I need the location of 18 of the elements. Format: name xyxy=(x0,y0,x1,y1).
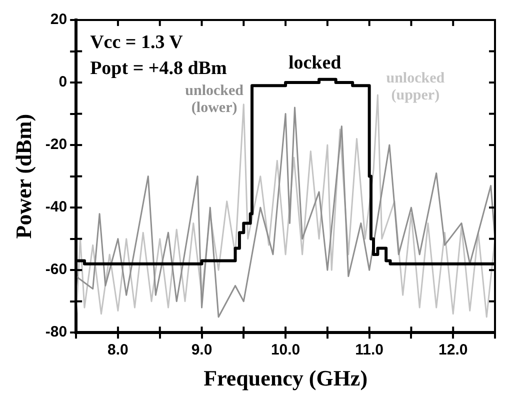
y-tick-label: -40 xyxy=(45,198,68,216)
x-tick-label: 10.0 xyxy=(270,342,300,359)
series-label: unlocked (upper) xyxy=(386,70,446,104)
x-tick-label: 8.0 xyxy=(108,342,128,359)
y-tick-label: -60 xyxy=(45,261,68,278)
y-tick-label: -80 xyxy=(45,324,68,341)
x-tick-label: 11.0 xyxy=(355,342,384,359)
x-tick-label: 12.0 xyxy=(438,342,468,359)
y-tick-label: 20 xyxy=(50,11,68,28)
y-axis-title: Power (dBm) xyxy=(10,114,36,239)
annotation: Popt = +4.8 dBm xyxy=(90,58,227,79)
x-axis-title: Frequency (GHz) xyxy=(204,365,368,390)
text: unlocked (lower) xyxy=(185,83,244,116)
series-label: locked xyxy=(288,52,342,74)
annotation: Vcc = 1.3 V xyxy=(90,32,184,53)
y-tick-label: 0 xyxy=(58,74,68,91)
y-tick-label: -20 xyxy=(45,136,68,154)
x-tick-label: 9.0 xyxy=(191,342,212,359)
